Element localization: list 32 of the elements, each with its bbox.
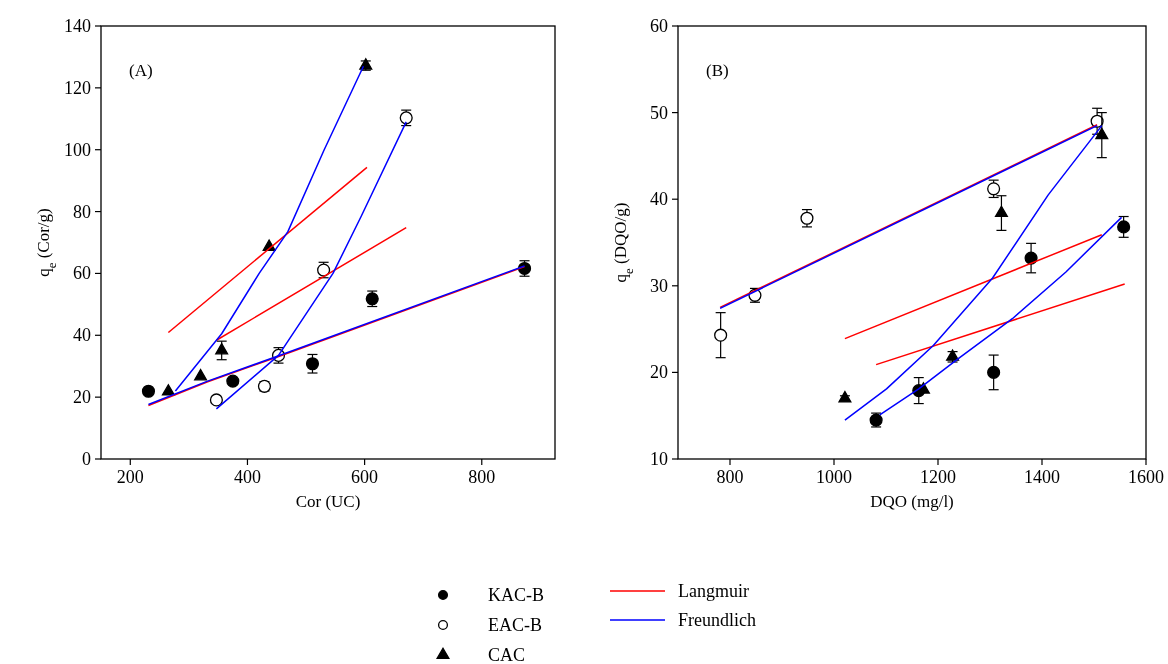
x-tick-label: 800 xyxy=(716,467,744,487)
text: (A) xyxy=(129,61,153,80)
y-tick-label: 100 xyxy=(64,139,91,160)
y-tick-label: 0 xyxy=(82,449,91,469)
x-tick-label: 800 xyxy=(468,467,496,487)
x-tick-label: 1400 xyxy=(1024,467,1060,487)
x-tick-label: 1000 xyxy=(816,467,852,487)
y-tick-label: 120 xyxy=(64,77,91,98)
x-tick-label: 1200 xyxy=(920,467,956,487)
legend-label: Langmuir xyxy=(678,581,749,601)
legend-label: KAC-B xyxy=(488,585,545,605)
y-tick-label: 20 xyxy=(650,362,668,383)
legend-label: CAC xyxy=(488,645,526,664)
x-axis-title: DQO (mg/l) xyxy=(870,492,954,511)
legend-label: EAC-B xyxy=(488,615,542,635)
y-tick-label: 60 xyxy=(73,263,91,284)
y-tick-label: 80 xyxy=(73,201,91,222)
y-tick-label: 10 xyxy=(650,449,668,469)
legend-label: Freundlich xyxy=(678,610,756,630)
x-tick-label: 600 xyxy=(351,467,379,487)
y-tick-label: 40 xyxy=(650,189,668,210)
text: (B) xyxy=(706,61,729,80)
x-tick-label: 400 xyxy=(233,467,261,487)
y-tick-label: 50 xyxy=(650,102,668,123)
y-tick-label: 60 xyxy=(650,16,668,36)
x-tick-label: 1600 xyxy=(1128,467,1164,487)
x-axis-title: Cor (UC) xyxy=(295,492,361,511)
y-tick-label: 140 xyxy=(64,16,91,36)
x-tick-label: 200 xyxy=(116,467,144,487)
y-tick-label: 20 xyxy=(73,387,91,408)
y-tick-label: 40 xyxy=(73,325,91,346)
y-tick-label: 30 xyxy=(650,275,668,296)
